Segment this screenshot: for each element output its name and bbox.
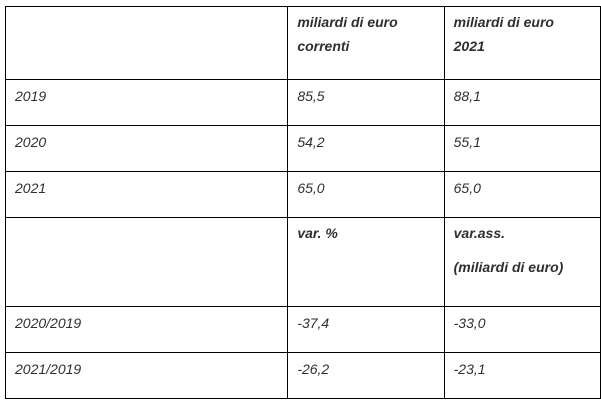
row-value: -37,4 bbox=[297, 315, 330, 331]
header-line: miliardi di euro bbox=[453, 14, 554, 30]
header-current-euro: miliardi di euro correnti bbox=[287, 6, 445, 80]
row-value: -26,2 bbox=[297, 361, 330, 377]
header-2021-euro: miliardi di euro 2021 bbox=[443, 6, 601, 80]
header-line: var.ass. bbox=[453, 225, 506, 241]
row-label: 2020 bbox=[15, 134, 47, 150]
header-line: miliardi di euro bbox=[297, 14, 398, 30]
header-line: 2021 bbox=[453, 38, 485, 54]
header-row-2: var. % var.ass. (miliardi di euro) bbox=[4, 217, 601, 307]
row-value: 65,0 bbox=[297, 180, 325, 196]
header-line: var. % bbox=[297, 225, 338, 241]
header-var-abs: var.ass. (miliardi di euro) bbox=[443, 217, 601, 307]
row-label: 2019 bbox=[15, 88, 47, 104]
row-label: 2021 bbox=[15, 180, 47, 196]
row-value: 54,2 bbox=[297, 134, 325, 150]
header-var-pct: var. % bbox=[287, 217, 445, 307]
header-empty-cell bbox=[4, 6, 289, 80]
row-value: -33,0 bbox=[453, 315, 486, 331]
header-line: correnti bbox=[297, 38, 350, 54]
row-value: 88,1 bbox=[453, 88, 481, 104]
row-value: 65,0 bbox=[453, 180, 481, 196]
row-value: 85,5 bbox=[297, 88, 325, 104]
table-row: 2021 65,0 65,0 bbox=[4, 171, 601, 218]
row-label: 2020/2019 bbox=[15, 315, 82, 331]
table-row: 2021/2019 -26,2 -23,1 bbox=[4, 352, 601, 399]
row-value: 55,1 bbox=[453, 134, 481, 150]
data-table: miliardi di euro correnti miliardi di eu… bbox=[4, 6, 601, 399]
table-row: 2020/2019 -37,4 -33,0 bbox=[4, 306, 601, 353]
header-line: (miliardi di euro) bbox=[453, 259, 564, 275]
header-empty-cell bbox=[4, 217, 289, 307]
header-row-1: miliardi di euro correnti miliardi di eu… bbox=[4, 6, 601, 80]
row-label: 2021/2019 bbox=[15, 361, 82, 377]
table-row: 2020 54,2 55,1 bbox=[4, 125, 601, 172]
row-value: -23,1 bbox=[453, 361, 486, 377]
table-row: 2019 85,5 88,1 bbox=[4, 79, 601, 126]
